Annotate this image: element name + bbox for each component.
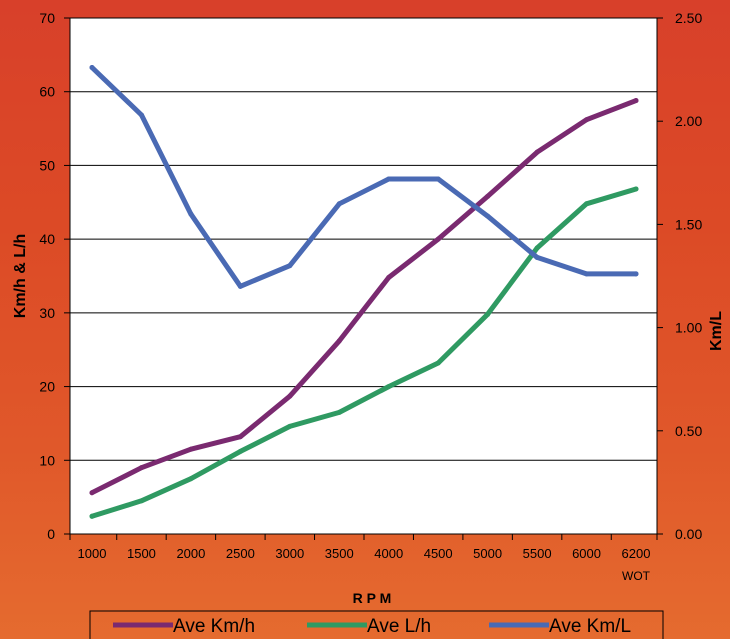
data-point xyxy=(633,271,639,277)
data-point xyxy=(138,465,144,471)
series-lines xyxy=(89,65,639,519)
left-y-tick-label: 70 xyxy=(39,10,55,26)
data-point xyxy=(435,236,441,242)
x-tick-label: 4000 xyxy=(374,546,403,561)
legend-box xyxy=(89,610,664,639)
data-point xyxy=(89,513,95,519)
right-y-tick-label: 0.50 xyxy=(675,423,702,439)
data-point xyxy=(386,384,392,390)
x-tick-label: 1500 xyxy=(127,546,156,561)
x-tick-label: 1000 xyxy=(78,546,107,561)
data-point xyxy=(89,65,95,71)
x-tick-label: 6200 xyxy=(622,546,651,561)
data-point xyxy=(386,176,392,182)
series-line-1 xyxy=(89,186,639,519)
data-point xyxy=(188,446,194,452)
data-point xyxy=(336,201,342,207)
data-point xyxy=(633,98,639,104)
data-point xyxy=(287,263,293,269)
x-tick-label: 3000 xyxy=(275,546,304,561)
data-point xyxy=(534,254,540,260)
legend: Ave Km/h Ave L/h Ave Km/L xyxy=(89,610,664,639)
x-tick-label: 5500 xyxy=(523,546,552,561)
data-point xyxy=(237,448,243,454)
data-point xyxy=(89,490,95,496)
legend-label: Ave L/h xyxy=(367,616,431,637)
data-point xyxy=(188,476,194,482)
series-line-0 xyxy=(89,98,639,496)
x-tick-label: 4500 xyxy=(424,546,453,561)
left-y-tick-label: 50 xyxy=(39,157,55,173)
data-point xyxy=(584,117,590,123)
data-point xyxy=(485,311,491,317)
legend-label: Ave Km/h xyxy=(173,616,255,637)
x-tick-label: 2500 xyxy=(226,546,255,561)
left-y-tick-label: 30 xyxy=(39,305,55,321)
plot-area xyxy=(69,17,658,535)
data-point xyxy=(435,360,441,366)
series-line-2 xyxy=(89,65,639,289)
data-point xyxy=(237,283,243,289)
data-point xyxy=(534,149,540,155)
x-tick-sublabel: WOT xyxy=(622,569,651,583)
x-axis-title: R P M xyxy=(353,590,392,606)
right-y-axis: 0.00 0.50 1.00 1.50 2.00 2.50 xyxy=(657,10,702,542)
data-point xyxy=(336,409,342,415)
data-point xyxy=(584,201,590,207)
left-y-tick-label: 60 xyxy=(39,84,55,100)
right-y-tick-label: 0.00 xyxy=(675,526,702,542)
left-y-axis: 0 10 20 30 40 50 60 70 xyxy=(39,10,70,542)
data-point xyxy=(633,186,639,192)
right-y-tick-label: 2.00 xyxy=(675,113,702,129)
x-tick-label: 2000 xyxy=(176,546,205,561)
data-point xyxy=(485,213,491,219)
data-point xyxy=(287,393,293,399)
data-point xyxy=(287,423,293,429)
left-y-tick-label: 10 xyxy=(39,452,55,468)
right-y-tick-label: 1.00 xyxy=(675,320,702,336)
left-y-axis-title: Km/h & L/h xyxy=(12,234,29,318)
data-point xyxy=(435,176,441,182)
x-axis: 1000 1500 2000 2500 3000 3500 4000 4500 5000 5500… xyxy=(69,534,658,583)
data-point xyxy=(138,112,144,118)
data-point xyxy=(138,498,144,504)
legend-label: Ave Km/L xyxy=(549,616,631,637)
data-point xyxy=(336,338,342,344)
data-point xyxy=(237,434,243,440)
x-tick-label: 6000 xyxy=(572,546,601,561)
data-point xyxy=(534,245,540,251)
left-y-tick-label: 20 xyxy=(39,379,55,395)
x-tick-label: 5000 xyxy=(473,546,502,561)
left-y-tick-label: 0 xyxy=(47,526,55,542)
left-y-tick-label: 40 xyxy=(39,231,55,247)
right-y-tick-label: 1.50 xyxy=(675,216,702,232)
data-point xyxy=(188,211,194,217)
right-y-axis-title: Km/L xyxy=(708,311,725,351)
data-point xyxy=(485,193,491,199)
data-point xyxy=(386,274,392,280)
x-tick-label: 3500 xyxy=(325,546,354,561)
right-y-tick-label: 2.50 xyxy=(675,10,702,26)
data-point xyxy=(584,271,590,277)
